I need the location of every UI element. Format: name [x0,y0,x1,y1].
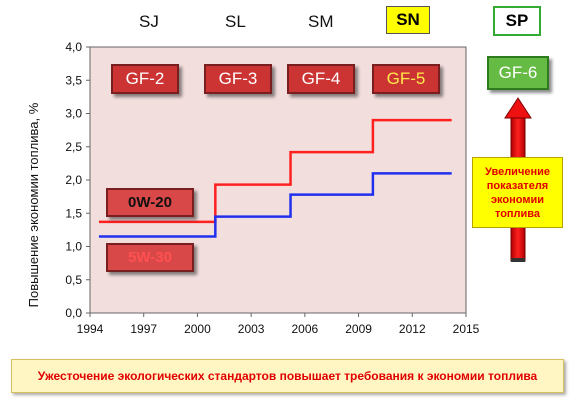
footer-note: Ужесточение экологических стандартов пов… [11,359,564,393]
x-tick-label: 2006 [292,322,319,336]
ilsac-gf-3: GF-3 [204,64,272,94]
x-tick-label: 2012 [399,322,426,336]
x-tick-label: 2009 [345,322,372,336]
x-tick-label: 2015 [453,322,480,336]
y-tick-label: 3,5 [65,73,82,87]
standard-sp: SP [493,6,541,36]
y-tick-label: 0,5 [65,273,82,287]
y-axis-label: Повышение экономии топлива, % [26,102,41,307]
oil-0w20-label: 0W-20 [106,188,194,217]
y-tick-label: 2,0 [65,173,82,187]
standard-sl: SL [225,12,246,31]
x-tick-label: 2003 [238,322,265,336]
x-tick-label: 2000 [184,322,211,336]
y-tick-label: 4,0 [65,40,82,54]
x-tick-label: 1994 [77,322,104,336]
oil-5w30-label: 5W-30 [106,243,194,272]
y-tick-label: 0,0 [65,306,82,320]
y-tick-label: 1,0 [65,240,82,254]
ilsac-gf-4: GF-4 [287,64,355,94]
standard-sj: SJ [139,12,159,31]
x-tick-label: 1997 [130,322,157,336]
ilsac-gf-6: GF-6 [487,56,549,90]
standard-sn: SN [386,6,430,34]
ilsac-gf-2: GF-2 [111,64,179,94]
series-line-5w30 [98,172,452,238]
ilsac-gf-5: GF-5 [372,64,440,94]
y-tick-label: 2,5 [65,140,82,154]
y-tick-label: 1,5 [65,206,82,220]
y-tick-label: 3,0 [65,107,82,121]
fuel-economy-annotation: Увеличение показателя экономии топлива [472,157,563,228]
standard-sm: SM [308,12,334,31]
